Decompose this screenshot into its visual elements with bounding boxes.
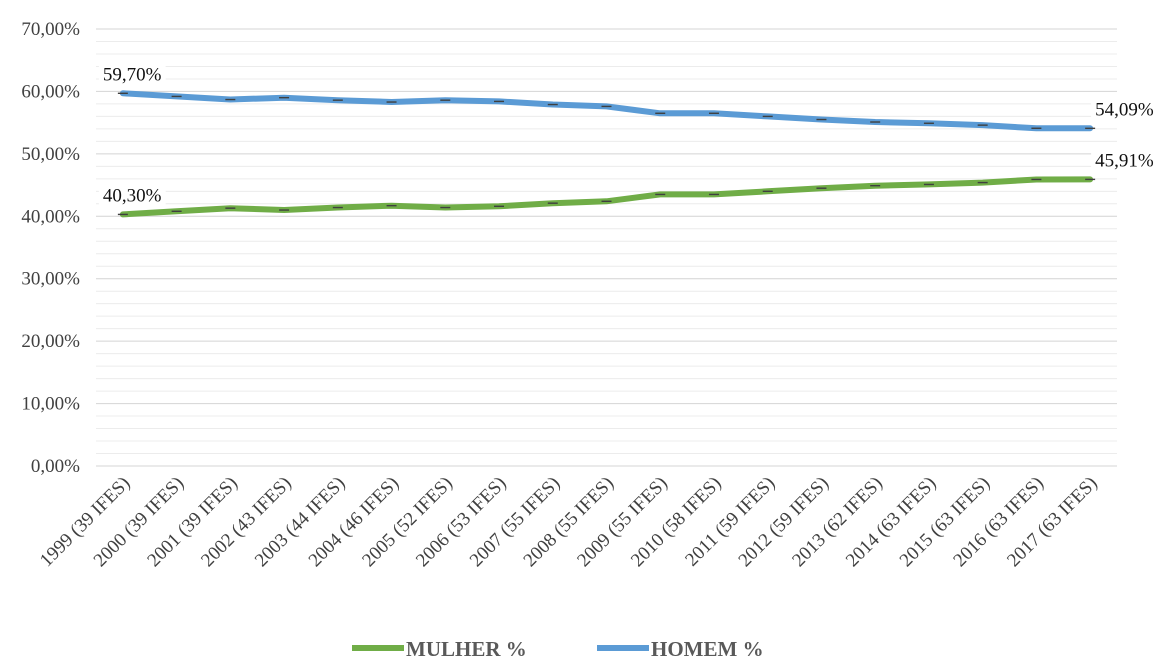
series-line-0	[119, 176, 1094, 218]
y-tick-label: 0,00%	[31, 456, 80, 477]
series-line-1	[119, 90, 1094, 132]
y-tick-label: 30,00%	[21, 269, 80, 290]
data-label-1-0: 59,70%	[103, 64, 162, 85]
y-tick-label: 40,00%	[21, 206, 80, 227]
x-axis-tick-labels: 1999 (39 IFES)2000 (39 IFES)2001 (39 IFE…	[36, 473, 1102, 571]
x-tick-label: 1999 (39 IFES)	[36, 473, 134, 571]
data-label-0-0: 40,30%	[103, 185, 162, 206]
y-tick-label: 50,00%	[21, 144, 80, 165]
legend: MULHER % HOMEM %	[352, 637, 764, 660]
data-label-background	[1091, 96, 1158, 122]
gridlines	[96, 28, 1117, 467]
data-label-1-18: 54,09%	[1095, 99, 1154, 120]
data-label-background	[98, 182, 166, 208]
y-axis-tick-labels: 0,00% 10,00% 20,00% 30,00% 40,00% 50,00% 60,00…	[21, 19, 80, 477]
y-tick-label: 10,00%	[21, 394, 80, 415]
series-lines	[117, 90, 1096, 218]
data-labels: 40,30% 45,91% 59,70% 54,09%	[98, 61, 1158, 208]
y-tick-label: 60,00%	[21, 81, 80, 102]
data-label-background	[98, 61, 166, 87]
data-label-0-18: 45,91%	[1095, 150, 1154, 171]
data-label-background	[1091, 147, 1158, 173]
y-tick-label: 20,00%	[21, 331, 80, 352]
y-tick-label: 70,00%	[21, 19, 80, 40]
legend-label-1: HOMEM %	[651, 637, 764, 660]
legend-label-0: MULHER %	[406, 637, 527, 660]
